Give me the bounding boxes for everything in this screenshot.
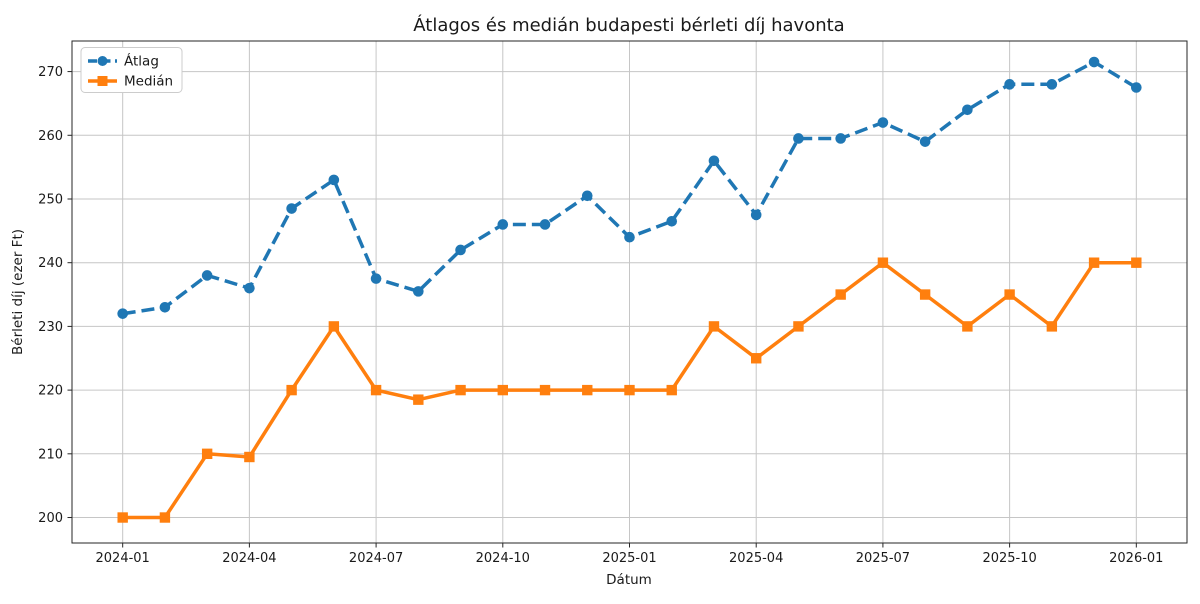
x-tick-label: 2024-10 — [476, 551, 530, 566]
data-point — [201, 448, 213, 460]
data-point — [328, 174, 340, 186]
data-point — [708, 321, 720, 332]
data-point — [455, 244, 466, 256]
x-tick-label: 2025-07 — [856, 551, 910, 566]
data-point — [624, 231, 635, 243]
data-point — [286, 384, 297, 396]
data-point — [835, 133, 846, 144]
legend: Átlag Medián — [80, 47, 183, 93]
data-point — [877, 257, 889, 268]
data-point — [286, 203, 297, 214]
data-point — [539, 219, 551, 230]
y-tick-label: 260 — [38, 129, 63, 144]
legend-label-atlag: Átlag — [124, 53, 159, 70]
y-axis-label: Bérleti díj (ezer Ft) — [10, 229, 26, 355]
legend-label-median: Medián — [124, 74, 173, 90]
data-point — [751, 353, 762, 364]
data-point — [244, 282, 255, 294]
data-point — [1088, 56, 1100, 68]
data-point — [962, 104, 973, 116]
data-point — [117, 512, 128, 523]
data-point — [201, 270, 213, 281]
data-point — [750, 209, 762, 221]
y-tick-label: 240 — [38, 256, 63, 271]
x-axis-label: Dátum — [606, 572, 652, 588]
data-point — [962, 321, 973, 332]
data-point — [1046, 321, 1058, 332]
data-point — [1004, 289, 1015, 300]
chart-title: Átlagos és medián budapesti bérleti díj … — [413, 14, 844, 36]
data-point — [666, 215, 678, 227]
data-point — [244, 451, 255, 463]
data-point — [877, 117, 889, 128]
data-point — [919, 289, 931, 300]
atlag-marker-icon — [97, 56, 108, 66]
legend-entry-atlag: Átlag — [88, 53, 159, 70]
y-tick-label: 220 — [38, 384, 63, 399]
x-tick-label: 2026-01 — [1109, 551, 1163, 566]
data-point — [539, 384, 551, 396]
y-tick-label: 200 — [38, 511, 63, 526]
x-tick-label: 2024-07 — [349, 551, 403, 566]
data-point — [919, 136, 931, 147]
data-point — [413, 286, 424, 297]
x-tick-label: 2025-10 — [982, 551, 1036, 566]
data-point — [117, 308, 128, 319]
data-point — [1131, 257, 1142, 268]
x-tick-label: 2024-04 — [222, 551, 276, 566]
data-point — [370, 273, 382, 284]
x-tick-label: 2025-04 — [729, 551, 783, 566]
data-point — [413, 394, 424, 405]
data-point — [793, 133, 804, 144]
data-point — [666, 384, 677, 396]
data-point — [1004, 79, 1015, 90]
data-point — [1131, 82, 1142, 93]
data-point — [793, 321, 804, 332]
data-point — [159, 301, 171, 313]
y-tick-label: 270 — [38, 65, 63, 80]
data-point — [455, 384, 466, 396]
legend-entry-median: Medián — [88, 74, 173, 90]
data-point — [370, 384, 382, 396]
data-point — [1046, 79, 1058, 90]
series-layer — [117, 56, 1142, 523]
data-point — [581, 190, 593, 202]
x-tick-label: 2025-01 — [602, 551, 656, 566]
median-marker-icon — [97, 76, 108, 86]
y-tick-label: 230 — [38, 320, 63, 335]
y-tick-label: 210 — [38, 447, 63, 462]
data-point — [624, 384, 635, 396]
grid-layer — [72, 41, 1187, 543]
data-point — [582, 384, 593, 396]
y-tick-label: 250 — [38, 192, 63, 207]
data-point — [708, 155, 720, 167]
data-point — [1088, 257, 1100, 268]
data-point — [328, 321, 340, 332]
axis-layer: 2024-01 2024-04 2024-07 2024-10 2025-01 2025-… — [38, 40, 1188, 566]
data-point — [497, 219, 509, 230]
data-point — [835, 289, 846, 300]
data-point — [159, 512, 171, 523]
data-point — [497, 384, 508, 396]
x-tick-label: 2024-01 — [96, 551, 150, 566]
